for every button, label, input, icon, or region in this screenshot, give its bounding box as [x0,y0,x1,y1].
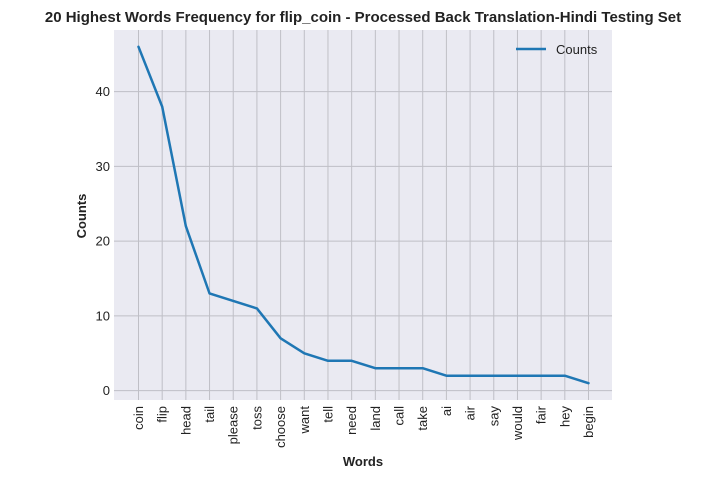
x-tick-label: head [178,406,193,435]
x-tick-label: tail [202,406,217,423]
chart-title: 20 Highest Words Frequency for flip_coin… [45,9,681,26]
x-tick-label: say [486,406,501,427]
y-tick-labels: 0 10 20 30 40 [96,84,110,398]
x-tick-label: choose [273,406,288,448]
x-tick-label: take [415,406,430,431]
x-tick-label: flip [155,406,170,423]
y-axis-label: Counts [74,194,89,239]
x-tick-label: hey [557,406,572,427]
legend: Counts [516,42,598,57]
legend-label: Counts [556,42,598,57]
y-tick-label: 10 [96,308,110,323]
x-tick-label: need [344,406,359,435]
grid [114,30,612,400]
x-tick-label: want [297,406,312,435]
y-tick-label: 30 [96,159,110,174]
plot-area [114,30,612,400]
series-line [137,45,590,385]
x-axis-label: Words [343,454,383,469]
x-tick-label: please [226,406,241,444]
x-tick-label: coin [131,406,146,430]
y-tick-label: 20 [96,234,110,249]
x-tick-label: ai [439,406,454,416]
x-tick-label: tell [320,406,335,423]
x-tick-label: begin [581,406,596,438]
x-tick-label: toss [249,406,264,430]
x-tick-label: fair [534,405,549,424]
x-tick-label: air [463,405,478,420]
x-tick-label: call [392,406,407,426]
x-tick-labels: coin flip head tail please toss choose want tell… [131,405,596,448]
series-group [137,45,590,385]
x-tick-label: would [510,406,525,441]
x-tick-label: land [368,406,383,431]
y-tick-label: 40 [96,84,110,99]
y-tick-label: 0 [103,383,110,398]
